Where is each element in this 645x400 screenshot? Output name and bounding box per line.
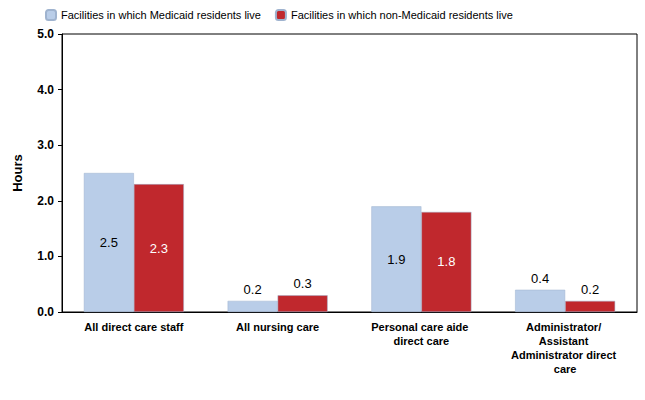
svg-text:Hours: Hours xyxy=(10,154,25,192)
svg-text:0.2: 0.2 xyxy=(581,282,599,297)
svg-text:3.0: 3.0 xyxy=(37,138,54,152)
svg-text:Assistant: Assistant xyxy=(539,335,592,347)
svg-text:Administrator/: Administrator/ xyxy=(526,321,604,333)
svg-text:All direct care staff: All direct care staff xyxy=(84,321,183,333)
svg-text:2.3: 2.3 xyxy=(150,241,168,256)
svg-text:Personal care aide: Personal care aide xyxy=(371,321,471,333)
svg-text:0.0: 0.0 xyxy=(37,305,54,319)
svg-text:1.8: 1.8 xyxy=(437,254,455,269)
svg-text:care: care xyxy=(554,363,577,375)
svg-text:2.0: 2.0 xyxy=(37,194,54,208)
svg-text:1.9: 1.9 xyxy=(387,252,405,267)
svg-text:2.5: 2.5 xyxy=(100,235,118,250)
svg-text:Facilities in which Medicaid r: Facilities in which Medicaid residents l… xyxy=(61,9,261,21)
svg-text:0.2: 0.2 xyxy=(244,282,262,297)
svg-text:Facilities in which non-Medica: Facilities in which non-Medicaid residen… xyxy=(291,9,513,21)
svg-text:direct care: direct care xyxy=(394,335,450,347)
svg-text:0.4: 0.4 xyxy=(531,271,549,286)
svg-text:4.0: 4.0 xyxy=(37,83,54,97)
svg-text:Administrator direct: Administrator direct xyxy=(511,349,619,361)
svg-text:1.0: 1.0 xyxy=(37,249,54,263)
svg-text:5.0: 5.0 xyxy=(37,27,54,41)
svg-text:All nursing care: All nursing care xyxy=(236,321,319,333)
svg-text:0.3: 0.3 xyxy=(294,276,312,291)
